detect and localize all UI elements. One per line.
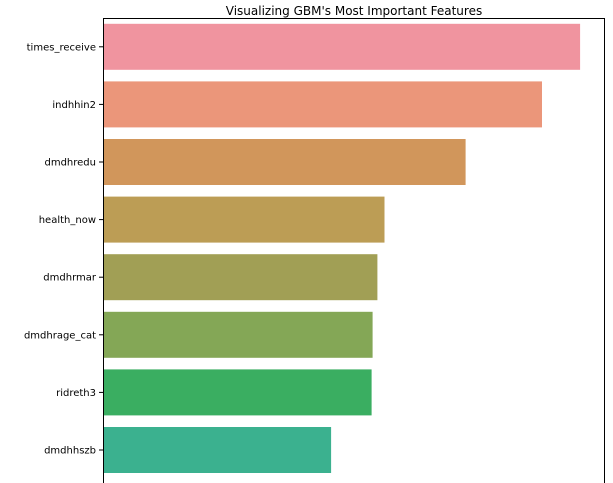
bars-group [103,23,581,473]
y-tick-label: health_now [39,215,96,226]
bar-dmdhhszb [103,427,332,473]
y-tick-label: dmdhrmar [43,273,97,284]
y-tick-label: times_receive [27,42,96,53]
bar-indhhin2 [103,81,542,128]
y-tick-label: dmdhredu [44,158,96,169]
bar-times-receive [103,23,581,70]
chart-title: Visualizing GBM's Most Important Feature… [226,4,482,18]
bar-dmdhrage-cat [103,311,373,358]
bar-dmdhrmar [103,254,378,301]
y-tick-label: dmdhhszb [44,446,96,457]
y-ticks-group: times_receive indhhin2 dmdhredu health_nowd… [24,42,103,457]
bar-health-now [103,196,385,243]
y-tick-label: dmdhrage_cat [24,330,96,341]
y-tick-label: ridreth3 [56,388,96,399]
bar-dmdhredu [103,139,466,185]
bar-ridreth3 [103,369,372,416]
y-tick-label: indhhin2 [52,100,96,111]
